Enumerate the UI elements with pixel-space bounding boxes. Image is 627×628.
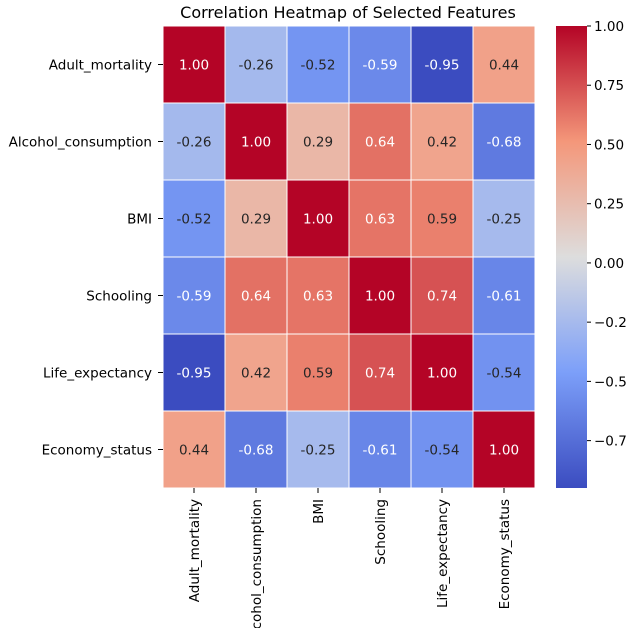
cell-value-label: -0.26 <box>177 135 212 151</box>
cell-value-label: -0.68 <box>239 443 274 459</box>
heatmap-cell <box>410 333 474 412</box>
heatmap-cell <box>410 256 474 335</box>
cell-value-label: -0.59 <box>177 289 212 305</box>
cell-value-label: 0.42 <box>241 366 271 382</box>
heatmap-cell <box>224 256 288 335</box>
x-tick-label: BMI <box>311 499 327 524</box>
cell-value-label: 0.42 <box>427 135 457 151</box>
colorbar-tick-label: −0.50 <box>594 374 627 390</box>
heatmap-cell <box>162 25 226 104</box>
cell-value-label: -0.61 <box>487 289 522 305</box>
heatmap-cell <box>162 333 226 412</box>
cell-value-label: -0.54 <box>487 366 522 382</box>
y-tick-label: Schooling <box>86 289 152 305</box>
cell-value-label: -0.25 <box>301 443 336 459</box>
heatmap-cell <box>286 333 350 412</box>
cell-value-label: -0.26 <box>239 58 274 74</box>
colorbar-tick-label: 0.75 <box>594 78 624 94</box>
y-tick-label: Life_expectancy <box>43 366 152 382</box>
heatmap-cell <box>224 179 288 258</box>
heatmap-cell <box>472 102 536 181</box>
cell-value-label: -0.95 <box>425 58 460 74</box>
heatmap-cell <box>472 25 536 104</box>
heatmap-cell <box>472 333 536 412</box>
y-axis-labels: Adult_mortality Alcohol_consumption BMI Sch… <box>9 58 163 459</box>
y-tick-label: BMI <box>127 212 152 228</box>
colorbar-tick-label: 0.00 <box>594 256 624 272</box>
heatmap-cell <box>472 179 536 258</box>
cell-value-label: 0.64 <box>365 135 395 151</box>
colorbar <box>556 26 587 488</box>
cell-value-label: -0.52 <box>301 58 336 74</box>
cell-value-label: 0.63 <box>303 289 333 305</box>
x-tick-label: Economy_status <box>497 499 513 609</box>
cell-annotations: 1.00 -0.26 -0.52 -0.59 -0.95 0.44 -0.26 1.00 0.2… <box>177 58 522 459</box>
cell-value-label: 0.29 <box>303 135 333 151</box>
heatmap-cell <box>472 256 536 335</box>
heatmap-cell <box>348 102 412 181</box>
heatmap-cell <box>410 179 474 258</box>
cell-value-label: 0.29 <box>241 212 271 228</box>
cell-value-label: -0.61 <box>363 443 398 459</box>
colorbar-tick-label: 1.00 <box>594 19 624 35</box>
cell-value-label: 1.00 <box>365 289 395 305</box>
cell-value-label: 1.00 <box>179 58 209 74</box>
x-tick-label: Schooling <box>373 499 389 565</box>
cell-value-label: 0.64 <box>241 289 271 305</box>
cell-value-label: 1.00 <box>489 443 519 459</box>
cell-value-label: 0.74 <box>427 289 457 305</box>
heatmap-cell <box>472 410 536 489</box>
heatmap-cell <box>286 25 350 104</box>
x-tick-label: Adult_mortality <box>187 499 203 602</box>
heatmap-cell <box>224 25 288 104</box>
cell-value-label: -0.52 <box>177 212 212 228</box>
cell-value-label: 1.00 <box>303 212 333 228</box>
cell-value-label: 1.00 <box>241 135 271 151</box>
cell-value-label: -0.68 <box>487 135 522 151</box>
cell-value-label: 0.59 <box>303 366 333 382</box>
cell-value-label: -0.95 <box>177 366 212 382</box>
heatmap-cell <box>348 333 412 412</box>
cell-value-label: -0.59 <box>363 58 398 74</box>
colorbar-tick-label: −0.75 <box>594 434 627 450</box>
heatmap-cell <box>162 410 226 489</box>
y-tick-label: Alcohol_consumption <box>9 135 152 151</box>
y-tick-label: Economy_status <box>42 443 152 459</box>
cell-value-label: -0.54 <box>425 443 460 459</box>
x-tick-label: Alcohol_consumption <box>249 499 265 628</box>
heatmap-cell <box>348 256 412 335</box>
y-tick-label: Adult_mortality <box>49 58 152 74</box>
cell-value-label: 0.44 <box>489 58 519 74</box>
colorbar-ticks: 1.00 0.75 0.50 0.25 0.00 −0.25 −0.50 −0.75 <box>587 19 627 450</box>
heatmap-cell <box>348 179 412 258</box>
colorbar-tick-label: 0.25 <box>594 197 624 213</box>
heatmap-cell <box>286 256 350 335</box>
cell-value-label: 1.00 <box>427 366 457 382</box>
x-tick-label: Life_expectancy <box>435 499 451 608</box>
heatmap-cell <box>162 256 226 335</box>
colorbar-tick-label: 0.50 <box>594 137 624 153</box>
x-axis-labels: Adult_mortality Alcohol_consumption BMI Sch… <box>187 488 513 628</box>
cell-value-label: 0.63 <box>365 212 395 228</box>
colorbar-tick-label: −0.25 <box>594 315 627 331</box>
heatmap-cell <box>348 25 412 104</box>
heatmap-cell <box>224 102 288 181</box>
cell-value-label: 0.74 <box>365 366 395 382</box>
chart-title: Correlation Heatmap of Selected Features <box>180 3 516 22</box>
heatmap-cells <box>162 25 536 489</box>
cell-value-label: 0.44 <box>179 443 209 459</box>
cell-value-label: -0.25 <box>487 212 522 228</box>
cell-value-label: 0.59 <box>427 212 457 228</box>
